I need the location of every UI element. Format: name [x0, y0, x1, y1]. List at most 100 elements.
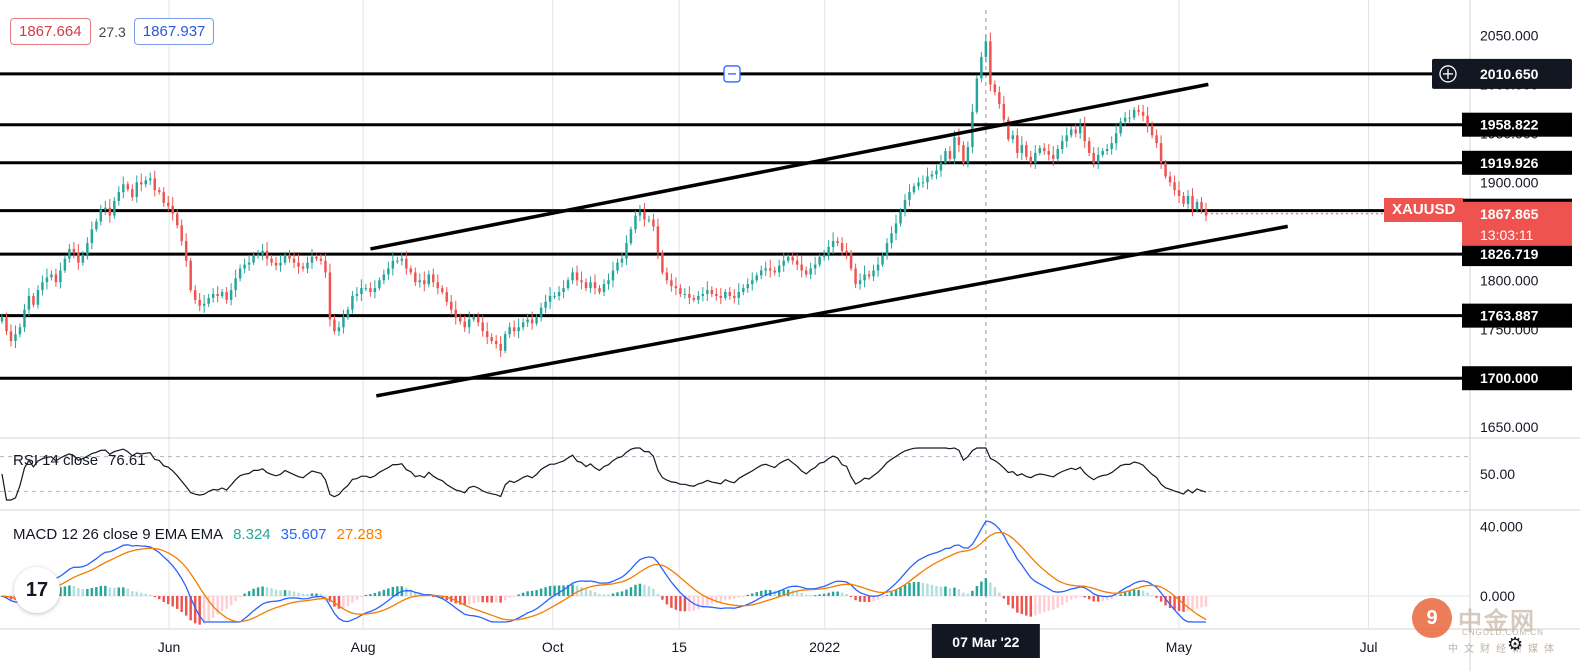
rsi-pane [0, 448, 1470, 500]
candle-body [91, 229, 93, 243]
candle-body [976, 78, 978, 111]
macd-histogram-bar [796, 591, 798, 596]
ask-price[interactable]: 1867.937 [134, 18, 215, 45]
watermark-subtitle: 中文财经新媒体 [1448, 640, 1560, 655]
macd-histogram-bar [670, 596, 672, 608]
macd-histogram-bar [472, 596, 474, 603]
macd-histogram-bar [877, 596, 879, 600]
candle-body [50, 274, 52, 277]
macd-histogram-bar [118, 587, 120, 596]
macd-legend[interactable]: MACD 12 26 close 9 EMA EMA 8.324 35.607 … [13, 526, 382, 543]
macd-histogram-bar [1039, 596, 1041, 614]
macd-histogram-bar [634, 585, 636, 596]
macd-histogram-bar [657, 594, 659, 596]
candle-body [1137, 110, 1139, 112]
candle-body [589, 282, 591, 288]
candle-body [607, 280, 609, 284]
macd-histogram-bar [675, 596, 677, 610]
macd-histogram-bar [1066, 596, 1068, 602]
macd-histogram-bar [702, 596, 704, 607]
candle-body [1083, 126, 1085, 142]
candle-body [41, 282, 43, 290]
macd-histogram-bar [320, 594, 322, 596]
candle-body [877, 265, 879, 271]
candle-body [522, 322, 524, 327]
macd-histogram-bar [1016, 596, 1018, 613]
gear-icon[interactable]: ⚙ [1507, 634, 1523, 655]
time-tick-label: 15 [671, 639, 687, 655]
candle-body [868, 274, 870, 276]
macd-histogram-bar [1196, 596, 1198, 609]
candle-body [432, 274, 434, 282]
candle-body [526, 319, 528, 322]
macd-histogram-bar [270, 588, 272, 596]
candle-body [1173, 182, 1175, 190]
bid-price[interactable]: 1867.664 [10, 18, 91, 45]
rsi-legend[interactable]: RSI 14 close 76.61 [13, 452, 146, 469]
candle-body [823, 255, 825, 257]
macd-histogram-bar [257, 587, 259, 596]
level-label: 1700.000 [1480, 370, 1539, 386]
candle-body [140, 182, 142, 184]
candle-body [585, 282, 587, 288]
macd-histogram-bar [958, 589, 960, 596]
candle-body [86, 243, 88, 255]
crosshair-date-label: 07 Mar '22 [952, 634, 1019, 650]
candle-body [711, 290, 713, 294]
candle-body [1124, 118, 1126, 122]
macd-histogram-bar [468, 596, 470, 604]
candle-body [486, 331, 488, 337]
candle-body [127, 184, 129, 189]
macd-histogram-bar [756, 592, 758, 596]
time-tick-label: 2022 [809, 639, 840, 655]
candle-body [1070, 129, 1072, 135]
candle-body [270, 259, 272, 263]
candle-body [580, 280, 582, 282]
macd-histogram-bar [203, 596, 205, 624]
macd-histogram-bar [302, 594, 304, 596]
candle-body [360, 288, 362, 294]
candle-body [679, 288, 681, 294]
macd-histogram-bar [392, 587, 394, 596]
candle-body [441, 288, 443, 292]
candle-body [616, 263, 618, 271]
macd-histogram-bar [158, 596, 160, 599]
candle-body [747, 284, 749, 288]
macd-histogram-bar [643, 585, 645, 596]
macd-histogram-bar [356, 596, 358, 600]
candle-body [347, 310, 349, 318]
candle-body [904, 200, 906, 212]
macd-histogram-bar [104, 586, 106, 596]
candle-body [760, 270, 762, 275]
candle-body [180, 225, 182, 241]
candle-body [724, 292, 726, 298]
macd-histogram-bar [109, 587, 111, 596]
tradingview-logo-text: 17 [26, 579, 48, 602]
candle-body [378, 280, 380, 288]
candle-body [284, 255, 286, 263]
macd-histogram-bar [311, 594, 313, 596]
macd-histogram-bar [535, 590, 537, 596]
macd-histogram-bar [720, 596, 722, 602]
candle-body [437, 282, 439, 288]
candle-body [1092, 153, 1094, 163]
candle-body [769, 269, 771, 271]
candle-body [715, 294, 717, 296]
candle-body [374, 288, 376, 292]
candle-body [1128, 118, 1130, 119]
candle-body [1101, 151, 1103, 155]
macd-histogram-bar [486, 596, 488, 602]
candle-body [1034, 153, 1036, 163]
macd-histogram-bar [832, 592, 834, 596]
macd-histogram-bar [1155, 596, 1157, 598]
candle-body [872, 270, 874, 276]
candle-body [778, 266, 780, 273]
macd-histogram-bar [639, 584, 641, 596]
macd-histogram-bar [1115, 596, 1117, 597]
macd-legend-label: MACD 12 26 close 9 EMA EMA [13, 526, 223, 543]
macd-histogram-bar [814, 595, 816, 596]
macd-line-value: 35.607 [281, 526, 327, 543]
tradingview-logo[interactable]: 17 [14, 567, 60, 613]
macd-histogram-bar [77, 588, 79, 596]
